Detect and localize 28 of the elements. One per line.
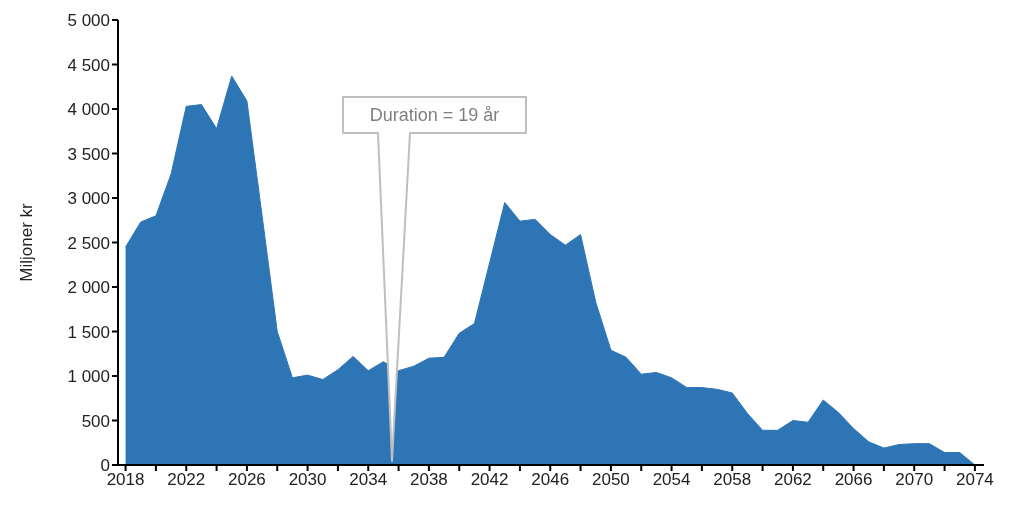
x-tick-label: 2030 xyxy=(288,470,327,490)
x-tick-label: 2018 xyxy=(106,470,145,490)
x-tick-label: 2046 xyxy=(531,470,570,490)
y-tick-label: 2 500 xyxy=(67,233,110,253)
x-tick-label: 2070 xyxy=(895,470,934,490)
x-tick-label: 2062 xyxy=(773,470,812,490)
y-tick-label: 1 500 xyxy=(67,322,110,342)
x-tick-label: 2054 xyxy=(652,470,691,490)
x-tick-label: 2042 xyxy=(470,470,509,490)
y-tick-label: 3 000 xyxy=(67,189,110,209)
y-tick-label: 1 000 xyxy=(67,367,110,387)
x-tick-label: 2058 xyxy=(713,470,752,490)
x-tick-label: 2050 xyxy=(591,470,630,490)
y-tick-label: 2 000 xyxy=(67,278,110,298)
y-tick-label: 500 xyxy=(81,411,110,431)
x-tick-label: 2038 xyxy=(410,470,448,490)
x-tick-label: 2034 xyxy=(349,470,388,490)
x-tick-label: 2074 xyxy=(955,470,994,490)
y-tick-label: 4 500 xyxy=(67,55,110,75)
x-tick-label: 2066 xyxy=(834,470,873,490)
callout-box: Duration = 19 år xyxy=(342,96,527,462)
x-tick-label: 2022 xyxy=(167,470,206,490)
y-tick-label: 3 500 xyxy=(67,144,110,164)
x-tick-label: 2026 xyxy=(228,470,266,490)
annotation: Duration = 19 år xyxy=(369,105,500,125)
y-axis-title: Miljoner kr xyxy=(17,202,37,282)
y-tick-label: 4 000 xyxy=(67,100,110,120)
y-tick-label: 5 000 xyxy=(67,11,110,31)
